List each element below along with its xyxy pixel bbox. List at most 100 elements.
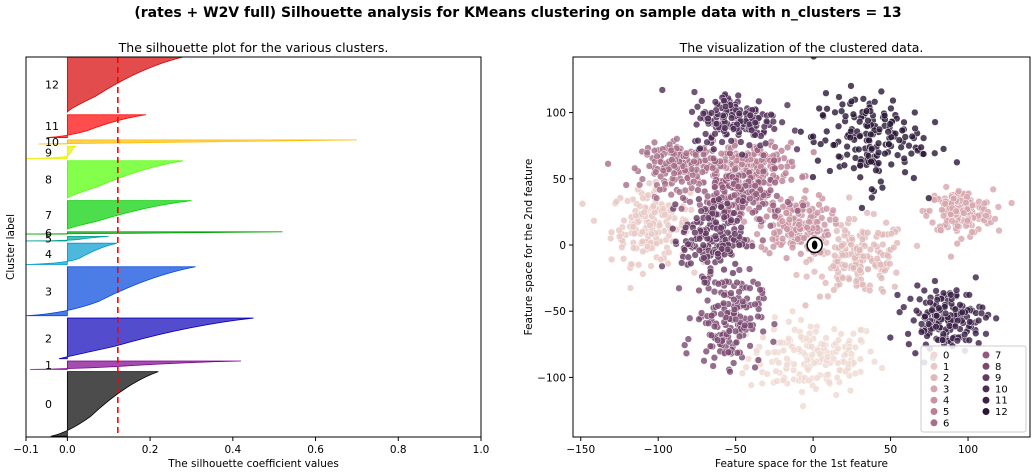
- right-x-tick-label: −150: [566, 444, 595, 456]
- scatter-point-cluster-8: [733, 278, 741, 287]
- scatter-point-cluster-9: [669, 225, 677, 233]
- scatter-point-cluster-9: [691, 228, 699, 237]
- scatter-point-cluster-10: [701, 130, 710, 138]
- scatter-point-cluster-4: [782, 254, 791, 262]
- scatter-point-cluster-9: [693, 214, 701, 222]
- scatter-point-cluster-4: [820, 221, 829, 229]
- scatter-point-cluster-11: [941, 309, 950, 318]
- left-x-axis-label: The silhouette coefficient values: [167, 458, 339, 470]
- legend-label-8: 8: [995, 362, 1001, 373]
- scatter-point-cluster-3: [948, 217, 956, 225]
- scatter-point-cluster-11: [904, 330, 912, 338]
- scatter-point-cluster-7: [752, 190, 760, 198]
- scatter-point-cluster-5: [798, 173, 806, 181]
- scatter-point-cluster-12: [815, 104, 823, 113]
- scatter-point-cluster-6: [652, 194, 661, 202]
- scatter-point-cluster-8: [746, 314, 755, 323]
- scatter-point-cluster-8: [724, 348, 732, 356]
- scatter-point-cluster-1: [578, 200, 587, 208]
- scatter-point-cluster-2: [833, 257, 841, 266]
- scatter-point-cluster-12: [908, 132, 916, 141]
- scatter-point-cluster-10: [767, 111, 775, 119]
- scatter-point-cluster-0: [856, 355, 864, 363]
- scatter-point-cluster-8: [725, 327, 733, 335]
- scatter-point-cluster-1: [607, 234, 615, 243]
- scatter-point-cluster-6: [652, 168, 660, 176]
- legend-marker-4: [930, 396, 938, 404]
- scatter-point-cluster-4: [803, 223, 811, 232]
- scatter-point-cluster-11: [926, 298, 934, 307]
- scatter-point-cluster-1: [628, 260, 636, 268]
- scatter-point-cluster-8: [695, 315, 703, 323]
- scatter-point-cluster-9: [695, 246, 704, 255]
- scatter-point-cluster-11: [932, 323, 940, 331]
- scatter-point-cluster-12: [901, 168, 909, 176]
- scatter-point-cluster-12: [895, 136, 903, 144]
- scatter-point-cluster-6: [675, 188, 684, 196]
- scatter-point-cluster-6: [631, 164, 639, 172]
- scatter-point-cluster-3: [922, 212, 930, 220]
- scatter-point-cluster-2: [849, 264, 858, 272]
- scatter-point-cluster-10: [748, 126, 756, 134]
- scatter-point-cluster-2: [892, 269, 901, 277]
- scatter-point-cluster-4: [769, 243, 778, 251]
- scatter-point-cluster-4: [829, 206, 837, 214]
- scatter-point-cluster-0: [764, 349, 772, 357]
- scatter-point-cluster-7: [766, 222, 775, 230]
- scatter-point-cluster-8: [710, 322, 719, 331]
- scatter-point-cluster-4: [783, 225, 791, 233]
- scatter-point-cluster-0: [867, 347, 875, 356]
- scatter-point-cluster-12: [810, 57, 818, 61]
- scatter-point-cluster-10: [783, 101, 792, 109]
- scatter-point-cluster-2: [886, 260, 894, 268]
- scatter-point-cluster-8: [707, 331, 716, 339]
- scatter-point-cluster-12: [817, 140, 825, 148]
- scatter-point-cluster-12: [887, 160, 895, 169]
- scatter-point-cluster-8: [686, 314, 694, 322]
- scatter-point-cluster-8: [770, 320, 779, 328]
- scatter-point-cluster-12: [911, 108, 919, 117]
- scatter-point-cluster-0: [798, 388, 806, 396]
- silhouette-cluster-label-4: 4: [45, 248, 52, 261]
- scatter-point-cluster-11: [911, 349, 919, 357]
- scatter-point-cluster-4: [778, 235, 787, 243]
- scatter-point-cluster-3: [955, 187, 963, 195]
- scatter-point-cluster-8: [727, 289, 735, 297]
- legend-label-4: 4: [943, 396, 949, 407]
- scatter-point-cluster-12: [901, 133, 909, 141]
- scatter-point-cluster-12: [809, 173, 817, 181]
- scatter-point-cluster-5: [788, 158, 796, 166]
- scatter-point-cluster-4: [787, 230, 796, 238]
- scatter-point-cluster-1: [630, 229, 639, 238]
- scatter-point-cluster-0: [790, 346, 798, 354]
- scatter-point-cluster-4: [818, 214, 826, 222]
- right-plot-frame: [572, 56, 1031, 438]
- left-x-tick-label: 0.6: [307, 444, 324, 456]
- scatter-point-cluster-12: [887, 133, 895, 141]
- scatter-point-cluster-9: [739, 197, 747, 205]
- scatter-point-cluster-0: [783, 361, 791, 369]
- scatter-point-cluster-12: [897, 143, 905, 151]
- scatter-point-cluster-10: [704, 114, 712, 123]
- scatter-point-cluster-11: [960, 330, 969, 339]
- scatter-point-cluster-6: [690, 177, 698, 186]
- scatter-point-cluster-11: [965, 336, 973, 344]
- scatter-point-cluster-8: [756, 286, 764, 294]
- scatter-point-cluster-12: [867, 157, 875, 166]
- scatter-point-cluster-8: [769, 338, 778, 346]
- scatter-point-cluster-8: [730, 359, 738, 367]
- scatter-point-cluster-12: [925, 194, 933, 202]
- scatter-point-cluster-4: [800, 234, 808, 242]
- scatter-point-cluster-7: [709, 154, 718, 163]
- scatter-point-cluster-2: [879, 288, 887, 296]
- scatter-point-cluster-2: [870, 210, 878, 218]
- scatter-point-cluster-6: [731, 165, 739, 173]
- scatter-point-cluster-8: [684, 335, 692, 343]
- scatter-point-cluster-2: [803, 272, 811, 281]
- scatter-point-cluster-10: [696, 144, 704, 153]
- scatter-point-cluster-11: [932, 312, 941, 320]
- scatter-point-cluster-2: [870, 240, 878, 249]
- scatter-point-cluster-5: [810, 148, 818, 156]
- scatter-point-cluster-7: [726, 149, 734, 158]
- legend-label-9: 9: [995, 373, 1001, 384]
